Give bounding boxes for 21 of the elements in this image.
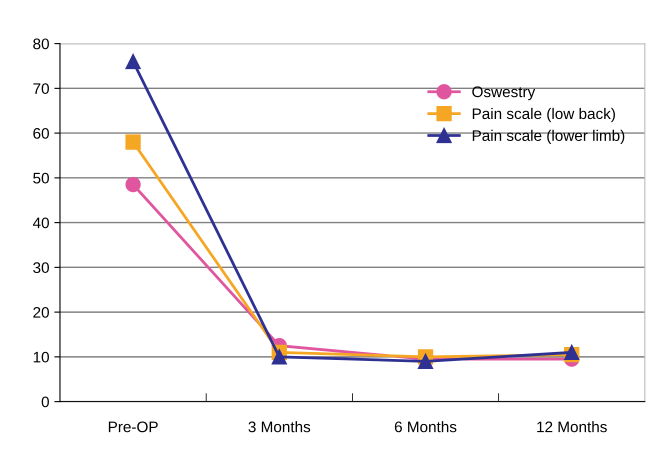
point: [125, 134, 141, 150]
y-tick-label: 80: [33, 38, 49, 50]
legend-label: Pain scale (low back): [472, 108, 615, 122]
point: [125, 176, 141, 192]
legend-label: Oswestry: [472, 86, 536, 100]
y-tick-label: 40: [32, 217, 49, 228]
y-tick-label: 10: [34, 352, 49, 363]
x-tick-label: Pre-OP: [108, 421, 158, 432]
x-tick-label: 12 Months: [537, 421, 607, 432]
y-tick-label: 50: [33, 172, 49, 184]
x-tick-label: 6 Months: [394, 421, 456, 432]
y-tick-label: 0: [42, 396, 49, 408]
y-tick-label: 70: [33, 83, 49, 94]
legend-label: Pain scale (lower limb): [472, 130, 624, 144]
y-tick-label: 60: [33, 128, 49, 139]
y-tick-label: 30: [33, 262, 49, 274]
x-tick-label: 3 Months: [248, 421, 310, 432]
point: [418, 354, 434, 369]
point: [125, 54, 141, 70]
point: [272, 349, 287, 365]
y-tick-label: 20: [33, 306, 49, 318]
